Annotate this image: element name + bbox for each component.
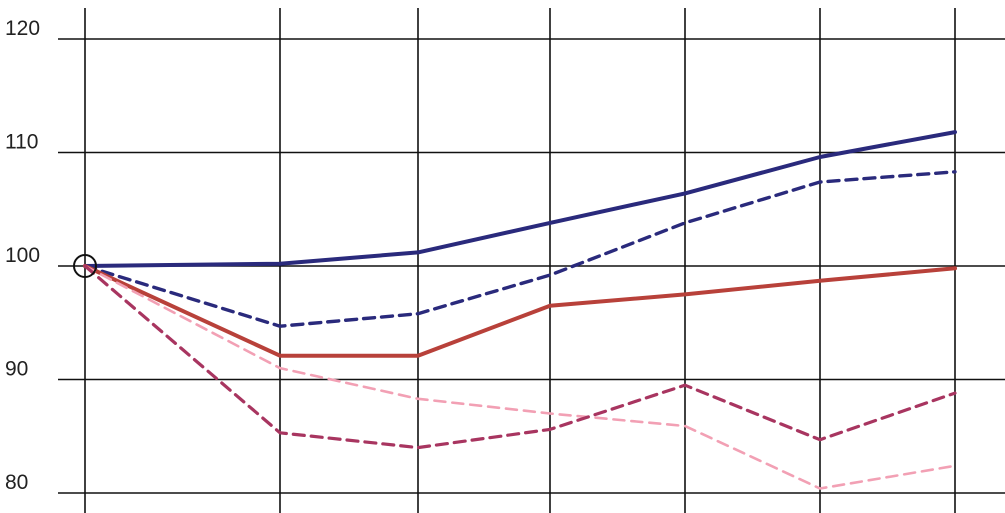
series-line-4 bbox=[83, 264, 957, 490]
start-marker-layer bbox=[73, 254, 97, 278]
y-tick-label: 90 bbox=[5, 358, 28, 381]
y-tick-label: 120 bbox=[5, 17, 40, 40]
grid bbox=[58, 8, 1005, 513]
y-axis-ticks: 80 90 100 110 120 bbox=[5, 17, 40, 494]
series-line-2 bbox=[83, 170, 957, 328]
start-point-marker bbox=[73, 254, 97, 278]
y-tick-label: 80 bbox=[5, 471, 28, 494]
series-lines bbox=[83, 130, 957, 490]
y-tick-label: 110 bbox=[5, 131, 38, 154]
series-line-3 bbox=[83, 264, 957, 358]
series-line-5 bbox=[83, 264, 957, 450]
y-tick-label: 100 bbox=[5, 244, 40, 267]
series-line-1 bbox=[83, 130, 957, 268]
